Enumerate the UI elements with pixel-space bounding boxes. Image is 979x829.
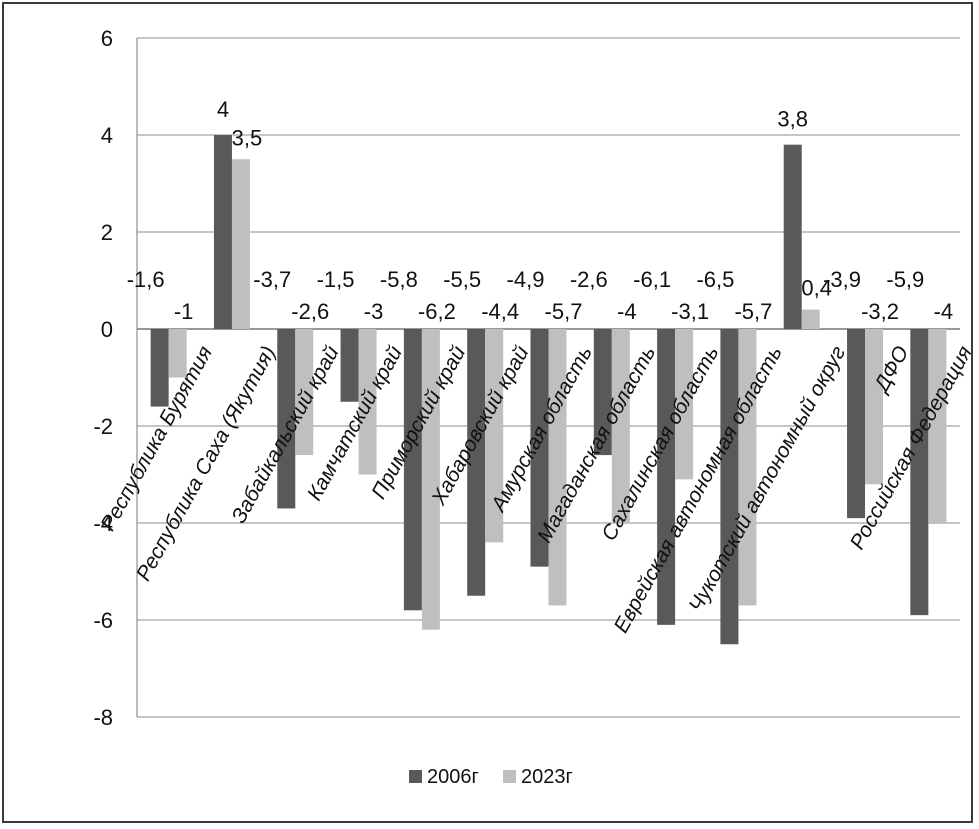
bar-2023г (295, 329, 314, 456)
data-label: -2,6 (570, 267, 608, 292)
bar-2023г (675, 329, 694, 480)
bar-2023г (928, 329, 947, 523)
bar-2023г (231, 159, 250, 329)
data-label: -6,5 (696, 267, 734, 292)
bars (150, 135, 947, 645)
bar-2023г (421, 329, 440, 630)
bar-2006г (720, 329, 739, 645)
bar-2006г (910, 329, 929, 616)
y-tick-label: 0 (101, 317, 113, 342)
y-tick-label: 2 (101, 220, 113, 245)
data-label: 3,5 (232, 125, 263, 150)
y-axis: 6 4 2 0 -2 -4 -6 -8 (93, 26, 960, 730)
data-label: -3,2 (861, 299, 899, 324)
bar-2023г (865, 329, 884, 485)
data-label: -1,5 (317, 267, 355, 292)
legend-label: 2006г (427, 766, 479, 788)
bar-2023г (485, 329, 504, 543)
data-label: -3,1 (671, 299, 709, 324)
y-tick-label: 6 (101, 26, 113, 51)
y-tick-label: -4 (93, 511, 113, 536)
data-label: -5,7 (545, 299, 583, 324)
bar-2023г (358, 329, 377, 475)
data-label: -4,4 (481, 299, 519, 324)
data-label: -4 (934, 299, 954, 324)
bar-2006г (150, 329, 169, 407)
bar-2006г (847, 329, 866, 519)
bar-2006г (213, 135, 232, 329)
bar-2023г (738, 329, 757, 606)
data-label: -1,6 (127, 267, 165, 292)
bar-2023г (611, 329, 630, 523)
data-label: -5,5 (443, 267, 481, 292)
bar-2006г (593, 329, 612, 456)
legend-swatch (503, 770, 516, 783)
bar-2006г (467, 329, 486, 596)
data-label: -5,9 (886, 267, 924, 292)
data-label: -2,6 (291, 299, 329, 324)
data-label: -3,9 (823, 267, 861, 292)
data-label: -5,7 (734, 299, 772, 324)
bar-2006г (277, 329, 296, 509)
data-labels: -1,6-143,5-3,7-2,6-1,5-3-5,8-6,2-5,5-4,4… (127, 97, 953, 324)
bar-2006г (657, 329, 676, 625)
y-tick-label: -6 (93, 608, 113, 633)
data-label: -5,8 (380, 267, 418, 292)
legend: 2006г 2023г (409, 766, 573, 788)
data-label: -1 (174, 299, 194, 324)
data-label: -6,2 (418, 299, 456, 324)
data-label: -3 (364, 299, 384, 324)
data-label: -4,9 (507, 267, 545, 292)
y-tick-label: -2 (93, 414, 113, 439)
bar-2006г (530, 329, 549, 567)
data-label: 0,4 (801, 276, 832, 301)
data-label: 3,8 (777, 107, 808, 132)
bar-2006г (783, 144, 802, 329)
bar-2023г (801, 309, 820, 329)
data-label: -6,1 (633, 267, 671, 292)
bar-2006г (340, 329, 359, 402)
bar-2006г (403, 329, 422, 611)
y-tick-label: -8 (93, 705, 113, 730)
data-label: -4 (617, 299, 637, 324)
data-label: 4 (217, 97, 229, 122)
legend-label: 2023г (521, 766, 573, 788)
y-tick-label: 4 (101, 123, 113, 148)
bar-2023г (168, 329, 187, 378)
legend-swatch (409, 770, 422, 783)
bar-2023г (548, 329, 567, 606)
data-label: -3,7 (253, 267, 291, 292)
